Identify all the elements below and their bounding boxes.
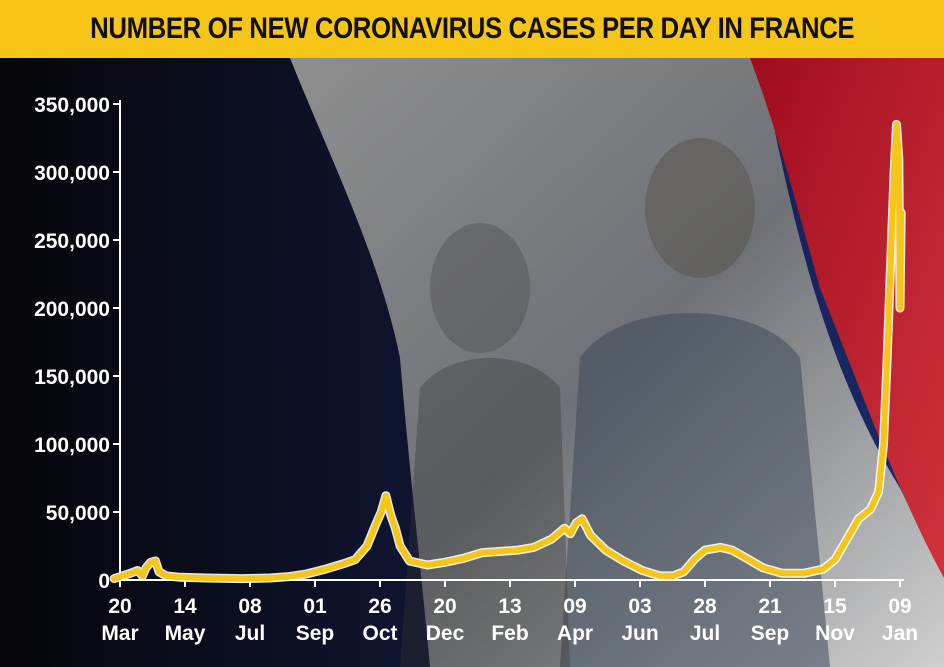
y-tick-label: 350,000 <box>34 94 110 117</box>
y-tick-label: 300,000 <box>34 162 110 185</box>
y-tick-label: 100,000 <box>34 434 110 457</box>
y-tick-label: 50,000 <box>46 502 110 525</box>
person-silhouette-head-2 <box>430 223 530 353</box>
x-tick-label-month: Jul <box>235 622 265 645</box>
x-tick-label-month: Dec <box>426 622 465 645</box>
x-tick-label-day: 09 <box>563 595 586 618</box>
x-tick-label-day: 08 <box>238 595 262 618</box>
x-tick-label-day: 14 <box>173 595 197 618</box>
x-tick-label-day: 28 <box>693 595 717 618</box>
x-tick-label-day: 15 <box>823 595 847 618</box>
person-silhouette-body-2 <box>400 358 570 667</box>
x-tick-label-day: 09 <box>888 595 911 618</box>
x-tick-label-day: 20 <box>433 595 456 618</box>
line-chart: 0 50,000 100,000 150,000 200,000 250,000 300,0… <box>34 94 918 645</box>
x-axis-ticks: 20 Mar 14 May 08 Jul 01 Sep 26 Oct 20 Dec 13 Feb 09 Apr… <box>101 580 918 645</box>
series-line <box>111 121 905 582</box>
y-tick-label: 0 <box>98 570 110 593</box>
x-tick-label-month: Oct <box>362 622 397 645</box>
x-tick-label-day: 03 <box>628 595 651 618</box>
x-tick-label-month: Jun <box>621 622 658 645</box>
x-tick-label-month: Apr <box>557 622 593 645</box>
x-tick-label-month: Jul <box>690 622 720 645</box>
x-tick-label-day: 13 <box>498 595 521 618</box>
series-group <box>109 119 906 584</box>
axes <box>119 100 904 581</box>
x-tick-label-month: Sep <box>296 622 335 645</box>
x-tick-label-month: Sep <box>751 622 790 645</box>
title-bar: NUMBER OF NEW CORONAVIRUS CASES PER DAY … <box>0 0 944 60</box>
x-tick-label-day: 26 <box>368 595 391 618</box>
x-tick-label-day: 01 <box>303 595 327 618</box>
x-tick-label-day: 21 <box>758 595 782 618</box>
x-tick-label-day: 20 <box>108 595 131 618</box>
y-tick-label: 250,000 <box>34 230 110 253</box>
chart-title: NUMBER OF NEW CORONAVIRUS CASES PER DAY … <box>89 12 855 45</box>
x-tick-label-month: Mar <box>101 622 138 645</box>
y-axis-ticks: 0 50,000 100,000 150,000 200,000 250,000 300,0… <box>34 94 120 593</box>
x-tick-label-month: Nov <box>815 622 855 645</box>
person-silhouette-head <box>645 138 755 278</box>
series-line-outline <box>109 119 906 584</box>
y-tick-label: 200,000 <box>34 298 110 321</box>
y-tick-label: 150,000 <box>34 366 110 389</box>
person-silhouette-body <box>560 313 830 667</box>
x-tick-label-month: Feb <box>491 622 528 645</box>
x-tick-label-month: May <box>165 622 206 645</box>
x-tick-label-month: Jan <box>882 622 918 645</box>
